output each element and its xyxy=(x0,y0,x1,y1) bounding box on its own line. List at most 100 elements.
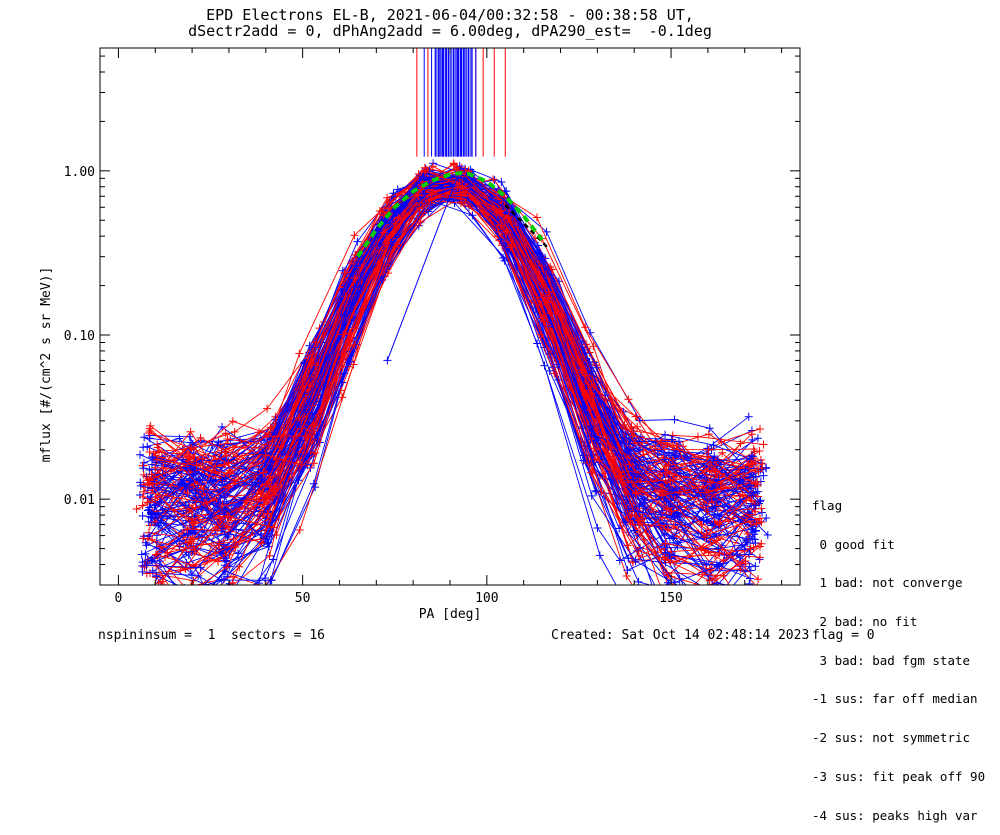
data-point-plus xyxy=(202,498,211,507)
data-point-plus xyxy=(626,519,635,528)
data-point-plus xyxy=(667,507,676,516)
outlier-line xyxy=(386,176,458,361)
data-point-plus xyxy=(628,431,637,440)
data-point-plus xyxy=(146,614,154,622)
data-point-plus xyxy=(196,433,205,442)
data-point-plus xyxy=(631,615,639,623)
data-point-plus xyxy=(754,575,763,584)
data-point-plus xyxy=(704,486,713,495)
legend-item: 3 bad: bad fgm state xyxy=(812,652,971,668)
data-point-plus xyxy=(633,422,642,431)
data-point-plus xyxy=(183,590,191,598)
data-point-plus xyxy=(211,477,220,486)
spectrum-line xyxy=(148,186,763,503)
spectrum-ff0000-102 xyxy=(148,174,755,492)
data-point-plus xyxy=(175,434,184,443)
data-point-plus xyxy=(706,587,714,595)
data-point-plus xyxy=(224,459,233,468)
spectrum-line xyxy=(149,181,760,483)
data-point-plus xyxy=(346,300,355,309)
data-point-plus xyxy=(139,470,148,479)
data-point-plus xyxy=(752,519,761,528)
data-point-plus xyxy=(743,530,752,539)
data-point-plus xyxy=(742,496,751,505)
data-point-plus xyxy=(751,501,760,510)
data-point-plus xyxy=(539,314,548,323)
data-point-plus xyxy=(705,576,714,585)
data-point-plus xyxy=(146,492,155,501)
data-point-plus xyxy=(740,545,749,554)
data-point-plus xyxy=(211,468,220,477)
data-point-plus xyxy=(154,579,163,585)
data-point-plus xyxy=(741,594,749,602)
data-point-plus xyxy=(188,521,197,530)
data-point-plus xyxy=(703,603,711,611)
data-point-plus xyxy=(190,546,199,555)
data-point-plus xyxy=(717,437,726,446)
spectrum-line xyxy=(151,199,747,526)
data-point-plus xyxy=(145,521,154,530)
data-point-plus xyxy=(452,162,461,171)
spectrum-0000ff-131 xyxy=(154,186,757,530)
data-point-plus xyxy=(631,438,640,447)
data-point-plus xyxy=(707,587,715,595)
data-point-plus xyxy=(135,450,144,459)
spectrum-ff0000-159 xyxy=(183,166,715,598)
data-point-plus xyxy=(755,514,764,523)
data-point-plus xyxy=(223,563,232,572)
data-point-plus xyxy=(301,431,310,440)
data-point-plus xyxy=(715,549,724,558)
data-point-plus xyxy=(748,452,757,461)
data-point-plus xyxy=(709,600,717,608)
data-point-plus xyxy=(221,474,230,483)
data-point-plus xyxy=(378,207,387,216)
data-point-plus xyxy=(230,609,238,617)
data-point-plus xyxy=(183,586,191,594)
data-point-plus xyxy=(624,505,633,514)
data-point-plus xyxy=(223,435,232,444)
spectrum-line xyxy=(156,187,759,494)
data-point-plus xyxy=(145,448,154,457)
data-point-plus xyxy=(711,502,720,511)
data-point-plus xyxy=(615,556,624,565)
data-point-plus xyxy=(188,547,197,556)
data-point-plus xyxy=(757,518,766,527)
data-point-plus xyxy=(624,439,633,448)
fit-curve-layer xyxy=(356,170,551,258)
data-point-plus xyxy=(741,567,750,576)
data-point-plus xyxy=(502,187,511,196)
fit-tail-curve xyxy=(504,204,551,251)
data-point-plus xyxy=(699,516,708,525)
data-point-plus xyxy=(742,536,751,545)
data-point-plus xyxy=(341,292,350,301)
data-point-plus xyxy=(183,610,191,618)
data-point-plus xyxy=(183,525,192,534)
data-point-plus xyxy=(753,434,762,443)
data-point-plus xyxy=(709,441,718,450)
data-point-plus xyxy=(710,452,719,461)
spectrum-line xyxy=(232,173,633,585)
data-point-plus xyxy=(147,510,156,519)
data-point-plus xyxy=(595,551,604,560)
data-point-plus xyxy=(340,369,349,378)
pitch-angle-chart: 0 50 100 150 0.01 0.10 1.00 PA [deg] mflux [#/(c… xyxy=(39,47,801,623)
data-point-plus xyxy=(416,197,425,206)
data-point-plus xyxy=(756,424,765,433)
data-point-plus xyxy=(151,463,160,472)
outlier-point xyxy=(383,356,392,365)
data-point-plus xyxy=(186,611,194,619)
data-point-plus xyxy=(139,534,148,543)
data-point-plus xyxy=(294,413,303,422)
data-point-plus xyxy=(223,586,231,594)
data-point-plus xyxy=(745,612,753,620)
data-point-plus xyxy=(202,589,210,597)
legend-item: 0 good fit xyxy=(812,536,895,552)
data-point-plus xyxy=(749,460,758,469)
data-point-plus xyxy=(223,512,232,521)
data-point-plus xyxy=(546,309,555,318)
data-point-plus xyxy=(595,458,604,467)
legend-item: -2 sus: not symmetric xyxy=(812,730,971,746)
chart-title-line-2: dSectr2add = 0, dPhAng2add = 6.00deg, dP… xyxy=(188,22,712,40)
data-point-plus xyxy=(188,440,197,449)
data-point-plus xyxy=(741,559,750,568)
